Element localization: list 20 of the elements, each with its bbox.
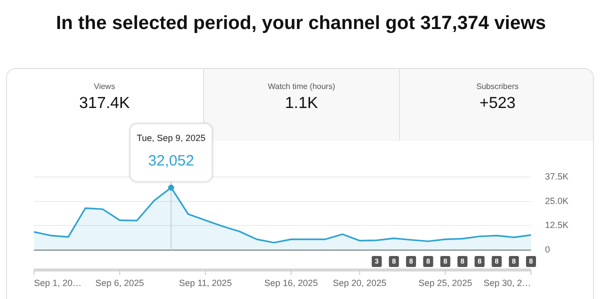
x-tick-label: Sep 30, 2… [483,278,531,288]
y-tick-label: 37.5K [545,171,569,182]
text: Subscribers [475,82,520,91]
y-tick-label: 12.5K [545,220,569,230]
text: Views [92,82,116,91]
y-tick-label: 25.0K [545,196,569,206]
text: 1.1K [284,95,319,113]
x-tick-label: Sep 16, 2025 [264,278,318,288]
x-tick-label: Sep 20, 2025 [332,278,386,288]
x-tick-label: Sep 25, 2025 [418,278,472,288]
annotation: 32,052 [148,152,194,170]
text: Tue, Sep 9, 2025 [136,133,206,144]
y-tick-label: 0 [545,244,550,254]
x-tick-label: Sep 11, 2025 [178,278,232,288]
text: 317.4K [78,95,131,113]
chart-title: In the selected period, your channel got 317,374 views [55,13,547,35]
text: +523 [478,95,517,113]
x-tick-label: Sep 1, 20… [34,278,82,288]
x-tick-label: Sep 6, 2025 [95,278,144,288]
text: Watch time (hours) [266,82,336,91]
